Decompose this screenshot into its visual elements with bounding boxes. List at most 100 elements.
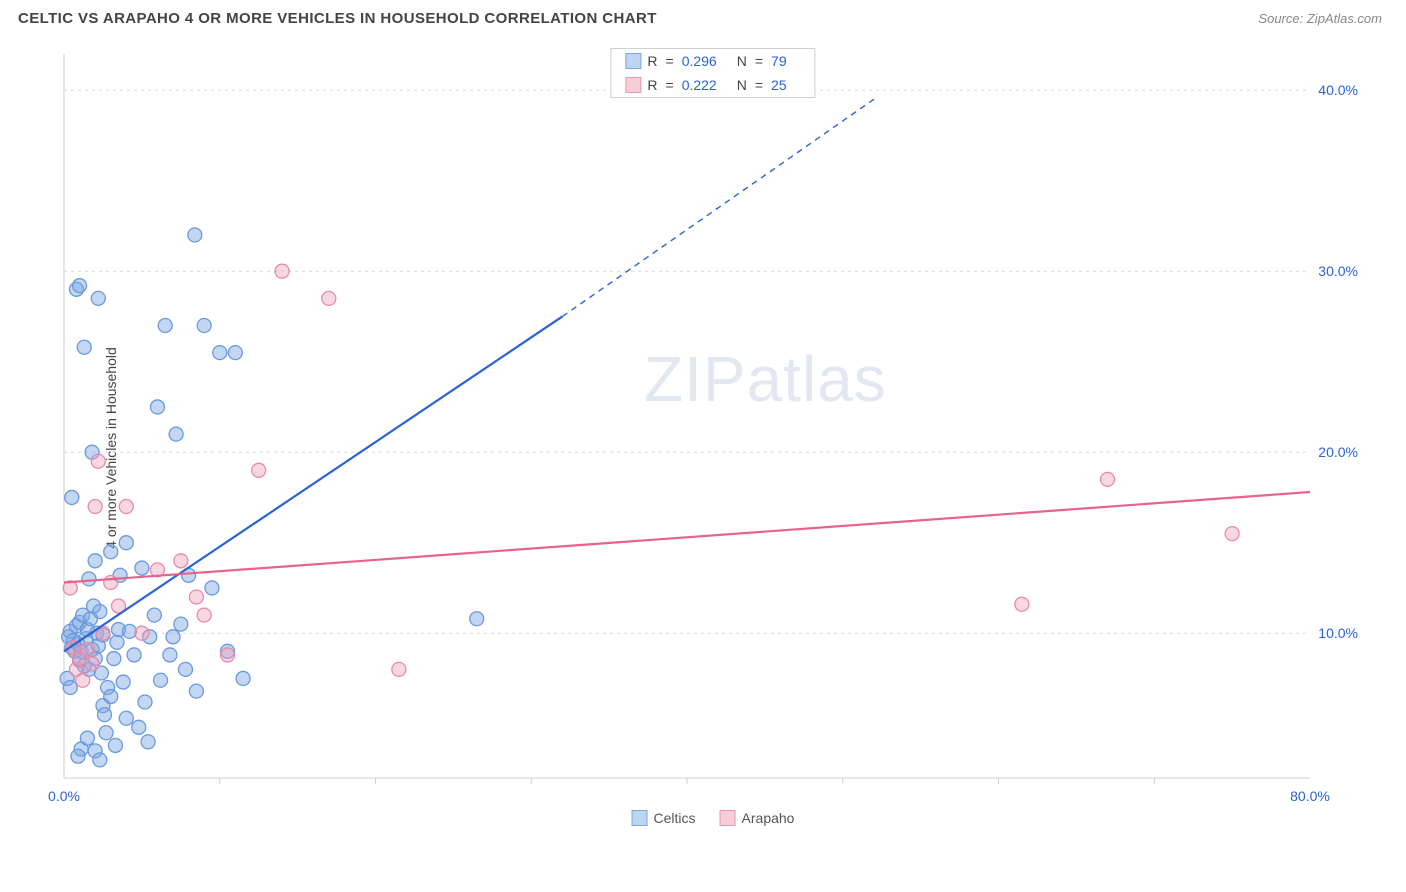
scatter-point-arapaho — [76, 673, 90, 687]
scatter-point-arapaho — [104, 576, 118, 590]
stat-eq: = — [666, 53, 674, 69]
stat-eq: = — [755, 77, 763, 93]
trend-line-celtics — [64, 316, 562, 651]
stat-eq: = — [666, 77, 674, 93]
legend-series: Celtics Arapaho — [624, 808, 803, 828]
scatter-point-celtics — [63, 681, 77, 695]
scatter-point-celtics — [178, 662, 192, 676]
scatter-point-arapaho — [1101, 472, 1115, 486]
scatter-point-celtics — [104, 690, 118, 704]
scatter-point-arapaho — [85, 657, 99, 671]
scatter-point-celtics — [188, 228, 202, 242]
scatter-point-celtics — [154, 673, 168, 687]
scatter-point-celtics — [99, 726, 113, 740]
y-tick-label: 10.0% — [1318, 625, 1358, 641]
scatter-point-celtics — [119, 536, 133, 550]
scatter-point-celtics — [127, 648, 141, 662]
scatter-point-celtics — [104, 545, 118, 559]
scatter-point-celtics — [119, 711, 133, 725]
scatter-point-arapaho — [189, 590, 203, 604]
scatter-point-celtics — [141, 735, 155, 749]
legend-item-celtics: Celtics — [632, 810, 696, 826]
scatter-point-celtics — [80, 731, 94, 745]
scatter-point-arapaho — [91, 454, 105, 468]
scatter-point-celtics — [163, 648, 177, 662]
scatter-point-celtics — [110, 635, 124, 649]
swatch-arapaho-icon — [720, 810, 736, 826]
legend-label-arapaho: Arapaho — [742, 810, 795, 826]
scatter-point-arapaho — [1225, 527, 1239, 541]
scatter-point-arapaho — [322, 291, 336, 305]
trend-line-celtics-dash — [562, 99, 874, 316]
scatter-point-celtics — [158, 319, 172, 333]
scatter-point-celtics — [107, 652, 121, 666]
scatter-point-celtics — [132, 720, 146, 734]
scatter-point-celtics — [228, 346, 242, 360]
scatter-point-celtics — [88, 554, 102, 568]
scatter-point-celtics — [97, 708, 111, 722]
scatter-point-celtics — [77, 340, 91, 354]
scatter-point-celtics — [236, 671, 250, 685]
scatter-point-arapaho — [135, 626, 149, 640]
plot-svg — [58, 48, 1368, 818]
scatter-point-arapaho — [197, 608, 211, 622]
scatter-point-arapaho — [252, 463, 266, 477]
scatter-point-celtics — [150, 400, 164, 414]
scatter-point-celtics — [197, 319, 211, 333]
scatter-point-celtics — [470, 612, 484, 626]
plot-area: ZIPatlas R= 0.296 N= 79 R= 0.222 N= 25 — [58, 48, 1368, 818]
chart-title: CELTIC VS ARAPAHO 4 OR MORE VEHICLES IN … — [18, 10, 657, 27]
stat-r-label: R — [647, 53, 657, 69]
stat-r-arapaho: 0.222 — [682, 77, 717, 93]
scatter-point-celtics — [169, 427, 183, 441]
swatch-celtics-icon — [625, 53, 641, 69]
source-attribution: Source: ZipAtlas.com — [1258, 11, 1382, 26]
stat-eq: = — [755, 53, 763, 69]
scatter-point-arapaho — [221, 648, 235, 662]
scatter-point-celtics — [166, 630, 180, 644]
scatter-point-celtics — [73, 279, 87, 293]
x-tick-label: 0.0% — [48, 788, 80, 804]
scatter-point-arapaho — [1015, 597, 1029, 611]
y-tick-label: 30.0% — [1318, 263, 1358, 279]
scatter-point-celtics — [122, 624, 136, 638]
scatter-point-celtics — [93, 753, 107, 767]
stat-n-label: N — [737, 77, 747, 93]
stat-r-celtics: 0.296 — [682, 53, 717, 69]
legend-stats-row-celtics: R = 0.296 N = 79 — [611, 49, 814, 73]
scatter-point-celtics — [91, 291, 105, 305]
source-label: Source: — [1258, 11, 1303, 26]
y-tick-label: 40.0% — [1318, 82, 1358, 98]
scatter-point-celtics — [205, 581, 219, 595]
scatter-point-arapaho — [80, 642, 94, 656]
swatch-celtics-icon — [632, 810, 648, 826]
scatter-point-celtics — [108, 738, 122, 752]
scatter-point-celtics — [93, 604, 107, 618]
legend-label-celtics: Celtics — [654, 810, 696, 826]
stat-n-arapaho: 25 — [771, 77, 787, 93]
scatter-point-arapaho — [174, 554, 188, 568]
legend-item-arapaho: Arapaho — [720, 810, 795, 826]
source-name: ZipAtlas.com — [1307, 11, 1382, 26]
scatter-point-celtics — [82, 572, 96, 586]
swatch-arapaho-icon — [625, 77, 641, 93]
trend-line-arapaho — [64, 492, 1310, 583]
scatter-point-celtics — [174, 617, 188, 631]
chart-container: 4 or more Vehicles in Household ZIPatlas… — [18, 40, 1388, 855]
stat-n-celtics: 79 — [771, 53, 787, 69]
scatter-point-arapaho — [88, 500, 102, 514]
scatter-point-arapaho — [275, 264, 289, 278]
scatter-point-celtics — [135, 561, 149, 575]
scatter-point-celtics — [213, 346, 227, 360]
scatter-point-celtics — [138, 695, 152, 709]
scatter-point-celtics — [71, 749, 85, 763]
legend-stats: R = 0.296 N = 79 R = 0.222 N = 25 — [610, 48, 815, 98]
scatter-point-celtics — [65, 490, 79, 504]
scatter-point-celtics — [189, 684, 203, 698]
stat-n-label: N — [737, 53, 747, 69]
scatter-point-arapaho — [392, 662, 406, 676]
y-tick-label: 20.0% — [1318, 444, 1358, 460]
scatter-point-arapaho — [119, 500, 133, 514]
scatter-point-celtics — [116, 675, 130, 689]
x-tick-label: 80.0% — [1290, 788, 1330, 804]
